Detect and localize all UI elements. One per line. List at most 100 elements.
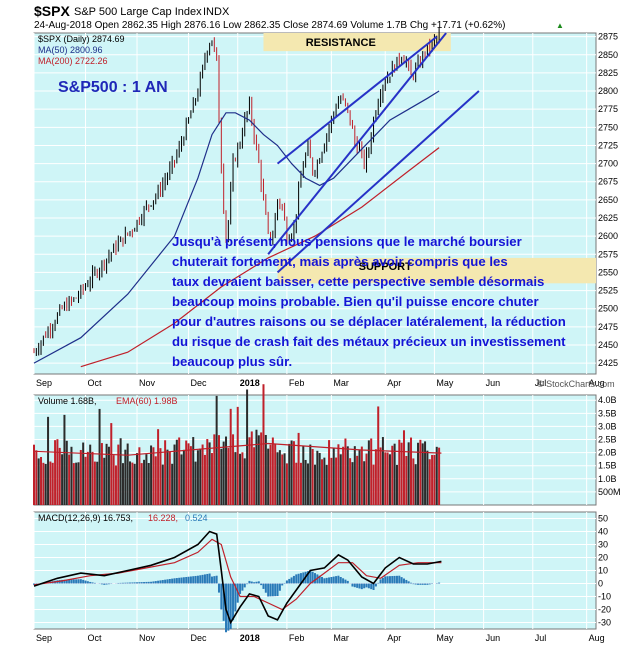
macd-histogram-bar [395,575,398,584]
macd-histogram-bar [412,583,415,585]
volume-bar [351,462,354,505]
support-label: SUPPORT [359,261,412,273]
macd-histogram-bar [292,575,295,584]
volume-bar [114,465,117,505]
macd-histogram-bar [314,573,316,584]
macd-histogram-bar [283,582,286,584]
macd-histogram-bar [384,576,387,584]
macd-histogram-bar [255,581,258,584]
macd-histogram-bar [222,583,225,621]
price-y-tick-7: 2600 [598,231,618,241]
volume-bar [367,440,370,505]
macd-x-ticks: Sep Oct Nov Dec 2018 Feb Mar Apr May Jun Jul Aug [36,633,605,643]
volume-bar [168,451,171,505]
volume-bar [410,437,413,505]
channel-line-2 [276,35,438,165]
volume-bar [91,451,94,505]
macd-histogram-bar [206,573,209,584]
volume-bar [377,406,380,505]
macd-histogram-bar [126,582,129,584]
volume-bar [89,444,92,505]
macd-histogram-bar [337,575,340,584]
volume-bar [283,453,286,505]
volume-bar [250,431,253,505]
volume-bar [356,455,359,505]
macd-histogram-bar [192,576,195,584]
macd-histogram-bar [311,571,314,584]
macd-histogram-bar [257,581,260,584]
volume-bar [117,444,120,505]
volume-bar [84,456,87,505]
volume-bar [353,446,356,505]
legend-macd: MACD(12,26,9) 16.753, [38,513,133,523]
volume-bar [213,434,216,505]
volume-bar [321,459,324,505]
volume-bar [402,430,405,505]
macd-x-tick-8: May [436,633,454,643]
volume-bars [33,384,441,505]
volume-bar [68,454,71,505]
price-y-tick-11: 2700 [598,159,618,169]
volume-bar [360,446,363,505]
volume-bar [63,414,66,505]
volume-bar [290,440,293,505]
volume-bar [47,416,50,505]
volume-bar [292,441,295,505]
volume-bar [417,442,420,505]
macd-histogram-bar [250,581,253,584]
price-y-tick-5: 2550 [598,267,618,277]
volume-bar [339,454,342,505]
macd-y-tick-8: 50 [598,514,608,524]
macd-histogram-bar [281,583,284,586]
macd-histogram-bar [77,579,80,584]
volume-bar [44,463,47,505]
volume-bar [255,429,258,505]
macd-histogram-bar [84,580,87,584]
macd-histogram-bar [264,583,267,593]
macd-histogram-bar [93,582,96,584]
macd-histogram-bar [227,583,230,631]
volume-bar [192,437,195,505]
index-name: S&P 500 Large Cap Index [74,6,202,18]
volume-bar [37,458,40,505]
volume-bar [276,452,279,505]
macd-histogram-bar [154,581,157,584]
price-y-tick-13: 2750 [598,122,618,132]
annotation-line-2: taux devraient baisser, cette perspectiv… [172,274,544,289]
macd-histogram-bar [105,583,108,585]
volume-bar [217,435,220,505]
volume-bar [110,423,113,505]
price-y-tick-1: 2450 [598,340,618,350]
channel-line-1 [276,90,480,274]
macd-x-tick-4: 2018 [240,633,260,643]
macd-histogram-bar [419,583,422,585]
price-y-tick-9: 2650 [598,195,618,205]
macd-histogram-bar [72,579,75,584]
macd-histogram-bar [379,579,382,584]
volume-bar [393,443,396,505]
volume-bar [75,462,78,505]
price-y-tick-12: 2725 [598,140,618,150]
volume-ema [33,442,442,456]
price-x-tick-9: Jun [486,378,501,388]
price-lines [33,28,480,368]
volume-bar [239,453,242,505]
volume-panel: 500M 1.0B 1.5B 2.0B 2.5B 3.0B 3.5B 4.0B Volume … [33,384,621,506]
volume-bar [77,462,80,505]
macd-histogram-bar [199,575,202,584]
volume-bar [264,434,267,505]
volume-y-tick-1: 1.0B [598,474,617,484]
volume-bar [143,459,146,505]
volume-bar [35,450,38,505]
macd-histogram-bar [358,583,361,589]
volume-bar [332,448,335,505]
volume-bar [147,463,150,505]
volume-bar [166,449,169,505]
volume-bar [79,449,82,505]
volume-bar [222,441,225,505]
volume-bar [100,443,103,505]
volume-bar [274,444,277,505]
macd-histogram-bar [260,583,263,586]
macd-histogram-bar [229,583,232,629]
volume-y-ticks: 500M 1.0B 1.5B 2.0B 2.5B 3.0B 3.5B 4.0B [598,395,621,497]
